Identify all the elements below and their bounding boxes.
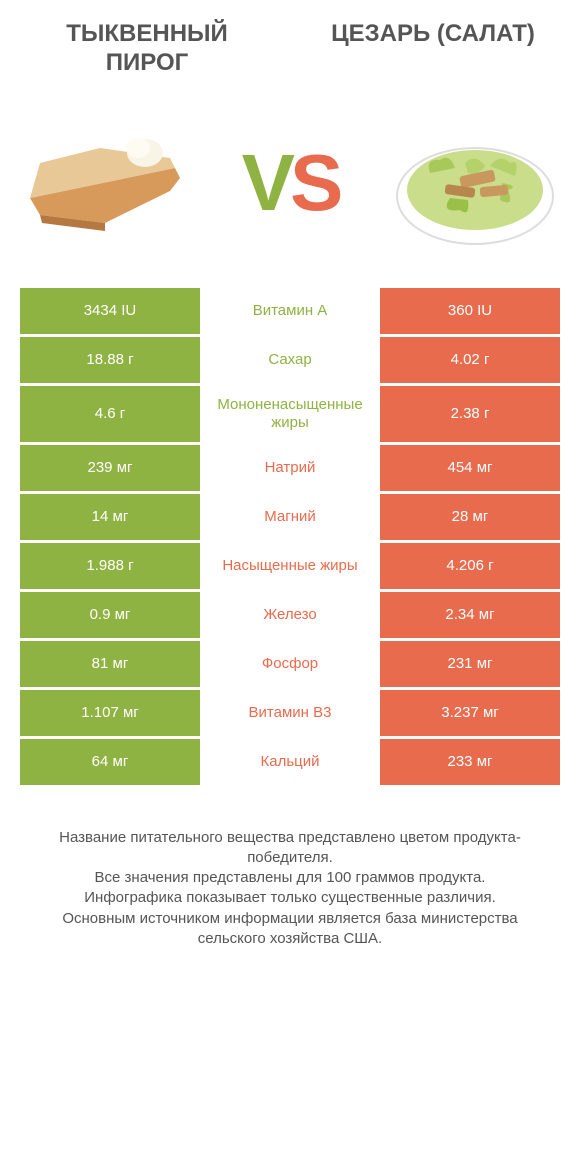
- nutrient-label: Магний: [200, 494, 380, 540]
- nutrient-label: Витамин A: [200, 288, 380, 334]
- comparison-table: 3434 IUВитамин A360 IU18.88 гСахар4.02 г…: [0, 288, 580, 788]
- header: ТЫКВЕННЫЙ ПИРОГ ЦЕЗАРЬ (САЛАТ): [0, 0, 580, 88]
- nutrient-label: Мононенасыщенные жиры: [200, 386, 380, 442]
- infographic-container: ТЫКВЕННЫЙ ПИРОГ ЦЕЗАРЬ (САЛАТ) VS: [0, 0, 580, 1174]
- value-right: 4.206 г: [380, 543, 560, 589]
- value-right: 4.02 г: [380, 337, 560, 383]
- value-right: 2.38 г: [380, 386, 560, 442]
- table-row: 14 мгМагний28 мг: [20, 494, 560, 540]
- nutrient-label: Витамин B3: [200, 690, 380, 736]
- footer-text: Название питательного вещества представл…: [0, 788, 580, 970]
- nutrient-label: Кальций: [200, 739, 380, 785]
- nutrient-label: Фосфор: [200, 641, 380, 687]
- value-left: 14 мг: [20, 494, 200, 540]
- caesar-salad-image: [390, 118, 560, 248]
- nutrient-label: Железо: [200, 592, 380, 638]
- table-row: 1.107 мгВитамин B33.237 мг: [20, 690, 560, 736]
- value-left: 3434 IU: [20, 288, 200, 334]
- nutrient-label: Насыщенные жиры: [200, 543, 380, 589]
- value-left: 1.988 г: [20, 543, 200, 589]
- value-right: 2.34 мг: [380, 592, 560, 638]
- title-left: ТЫКВЕННЫЙ ПИРОГ: [30, 20, 264, 78]
- value-right: 28 мг: [380, 494, 560, 540]
- table-row: 4.6 гМононенасыщенные жиры2.38 г: [20, 386, 560, 442]
- table-row: 81 мгФосфор231 мг: [20, 641, 560, 687]
- value-right: 3.237 мг: [380, 690, 560, 736]
- value-left: 1.107 мг: [20, 690, 200, 736]
- value-right: 231 мг: [380, 641, 560, 687]
- vs-label: VS: [242, 143, 339, 223]
- title-right: ЦЕЗАРЬ (САЛАТ): [316, 20, 550, 78]
- pumpkin-pie-image: [20, 118, 190, 248]
- images-row: VS: [0, 88, 580, 288]
- value-left: 18.88 г: [20, 337, 200, 383]
- value-left: 4.6 г: [20, 386, 200, 442]
- table-row: 0.9 мгЖелезо2.34 мг: [20, 592, 560, 638]
- nutrient-label: Сахар: [200, 337, 380, 383]
- table-row: 18.88 гСахар4.02 г: [20, 337, 560, 383]
- vs-v: V: [242, 138, 290, 227]
- value-right: 454 мг: [380, 445, 560, 491]
- value-left: 239 мг: [20, 445, 200, 491]
- vs-s: S: [290, 138, 338, 227]
- value-left: 81 мг: [20, 641, 200, 687]
- table-row: 239 мгНатрий454 мг: [20, 445, 560, 491]
- table-row: 1.988 гНасыщенные жиры4.206 г: [20, 543, 560, 589]
- table-row: 3434 IUВитамин A360 IU: [20, 288, 560, 334]
- value-left: 0.9 мг: [20, 592, 200, 638]
- value-left: 64 мг: [20, 739, 200, 785]
- nutrient-label: Натрий: [200, 445, 380, 491]
- table-row: 64 мгКальций233 мг: [20, 739, 560, 785]
- value-right: 360 IU: [380, 288, 560, 334]
- value-right: 233 мг: [380, 739, 560, 785]
